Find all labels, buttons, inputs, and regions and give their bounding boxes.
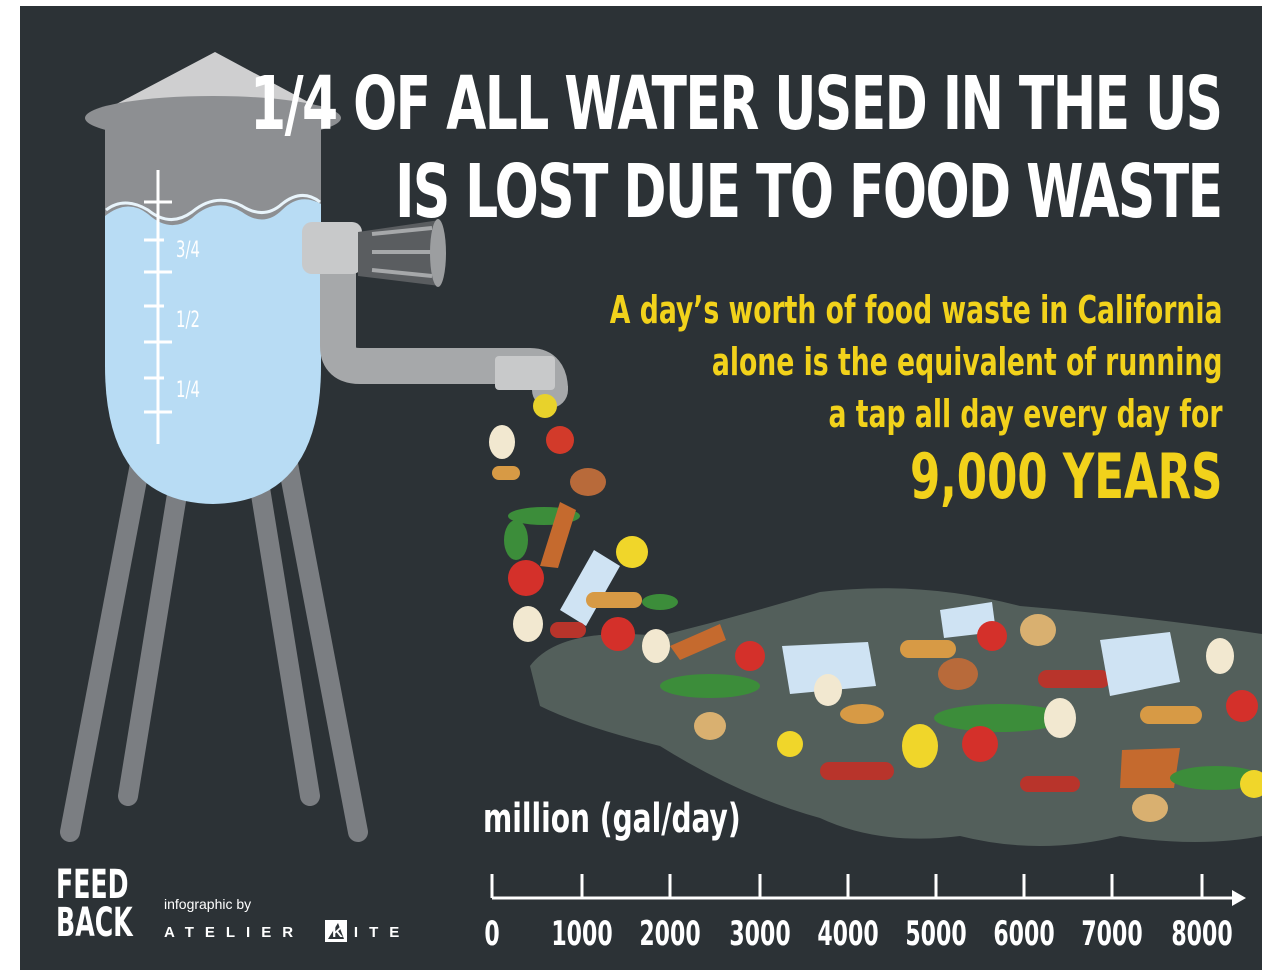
tap-spout xyxy=(495,356,555,390)
scale-tick-label: 0 xyxy=(484,914,500,954)
scale-tick-label: 3000 xyxy=(729,914,791,954)
kite-logo-icon xyxy=(325,920,347,942)
tank-legs xyxy=(60,454,368,842)
illustration xyxy=(60,52,1262,942)
subtext-emphasis: 9,000 YEARS xyxy=(909,440,1222,513)
studio-name: ATELIER KITE xyxy=(164,924,410,941)
scale-tick-label: 2000 xyxy=(639,914,701,954)
subtext-line-1: A day’s worth of food waste in Californi… xyxy=(609,288,1222,332)
scale-tick-label: 8000 xyxy=(1171,914,1233,954)
credit-text: infographic by xyxy=(164,896,252,912)
feedback-logo-line-2: BACK xyxy=(56,900,133,946)
scale-axis xyxy=(490,874,1246,906)
scale-tick-label: 4000 xyxy=(817,914,879,954)
studio-name-right: KITE xyxy=(332,924,411,941)
tank-mark-1-4: 1/4 xyxy=(176,378,200,403)
subtext: A day’s worth of food waste in Californi… xyxy=(609,284,1222,514)
subtext-line-2: alone is the equivalent of running xyxy=(711,340,1222,384)
scale-tick-label: 5000 xyxy=(905,914,967,954)
studio-name-left: ATELIER xyxy=(164,924,305,941)
infographic-panel: 3/4 1/2 1/4 1/4 OF ALL WATER USED IN THE… xyxy=(20,6,1262,970)
tank-mark-1-2: 1/2 xyxy=(176,308,200,333)
scale-tick-label: 7000 xyxy=(1081,914,1143,954)
scale-unit-label: million (gal/day) xyxy=(483,796,741,842)
falling-food xyxy=(489,394,726,663)
subtext-line-3: a tap all day every day for xyxy=(827,392,1222,436)
feedback-logo: FEED BACK xyxy=(56,862,133,946)
tank-measure xyxy=(144,170,172,444)
tap-valve xyxy=(302,219,446,287)
headline-line-2: IS LOST DUE TO FOOD WASTE xyxy=(395,149,1224,235)
scale-tick-label: 1000 xyxy=(551,914,613,954)
feedback-logo-line-1: FEED xyxy=(56,862,129,908)
puddle-food xyxy=(660,602,1262,822)
tank-mark-3-4: 3/4 xyxy=(176,238,200,263)
headline-line-1: 1/4 OF ALL WATER USED IN THE US xyxy=(250,61,1223,147)
scale-tick-label: 6000 xyxy=(993,914,1055,954)
headline: 1/4 OF ALL WATER USED IN THE US IS LOST … xyxy=(250,60,1224,236)
